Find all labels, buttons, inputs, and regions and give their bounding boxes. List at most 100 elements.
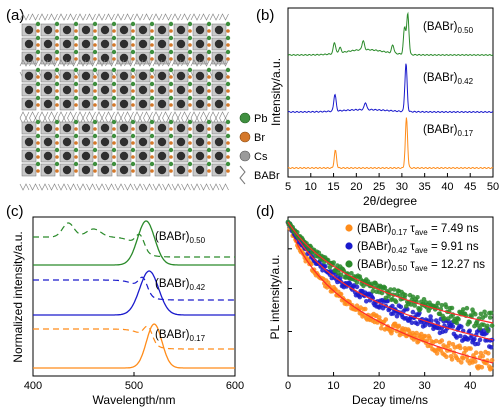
cs-atom: [195, 85, 205, 95]
pb-atom: [149, 49, 155, 55]
trpl-data-point: [363, 306, 368, 312]
cs-atom: [214, 71, 224, 81]
xrd-label-042: (BABr)0.42: [423, 72, 474, 86]
cs-atom: [119, 137, 129, 147]
absorption-series-line: [33, 325, 235, 350]
xrd-x-tick-label: 15: [327, 181, 339, 193]
cs-atom: [138, 71, 148, 81]
cs-atom: [119, 151, 129, 161]
cs-atom: [100, 85, 110, 95]
br-atom: [169, 103, 173, 107]
br-atom: [36, 103, 40, 107]
br-atom: [188, 89, 192, 93]
br-atom: [188, 155, 192, 159]
br-atom: [36, 127, 40, 131]
babr-chain-icon: [67, 183, 77, 191]
cs-atom: [62, 85, 72, 95]
br-atom: [207, 141, 211, 145]
pb-atom: [54, 81, 60, 87]
br-atom: [188, 103, 192, 107]
pb-atom: [35, 67, 41, 73]
trpl-data-point: [415, 321, 420, 327]
br-atom: [74, 75, 78, 79]
br-atom: [207, 43, 211, 47]
br-atom: [226, 43, 230, 47]
br-atom: [169, 141, 173, 145]
babr-chain-icon: [152, 59, 163, 67]
br-atom: [169, 29, 173, 33]
trpl-data-point: [487, 315, 493, 320]
br-atom: [74, 141, 78, 145]
trpl-x-tick-label: 20: [373, 380, 385, 392]
babr-chain-icon: [95, 111, 106, 119]
pb-atom: [187, 133, 193, 139]
pb-atom: [35, 35, 41, 41]
cs-atom: [100, 151, 110, 161]
trpl-data-point: [415, 295, 420, 300]
trpl-data-point: [489, 358, 495, 363]
babr-chain-icon: [86, 59, 96, 67]
cs-atom: [62, 137, 72, 147]
br-atom: [150, 43, 154, 47]
pb-atom: [168, 81, 174, 87]
br-atom: [188, 57, 192, 61]
br-atom: [36, 141, 40, 145]
pb-atom: [130, 147, 136, 153]
xrd-series-line: [287, 63, 494, 114]
trpl-data-point: [459, 324, 464, 330]
cs-atom: [62, 71, 72, 81]
trpl-data-point: [449, 357, 455, 362]
cs-atom: [24, 137, 34, 147]
cs-atom: [214, 123, 224, 133]
trpl-data-point: [370, 288, 376, 294]
pb-atom: [149, 133, 155, 139]
trpl-panel: 0 10 20 30 40 Decay time/ns PL intensity/a.u…: [268, 216, 495, 407]
trpl-data-point: [477, 337, 483, 343]
babr-chain-icon: [181, 13, 191, 21]
trpl-data-point: [473, 350, 479, 356]
xrd-plot-frame: [287, 7, 494, 178]
br-atom: [55, 57, 59, 61]
xrd-curves: [287, 11, 494, 170]
cs-atom: [24, 123, 34, 133]
pb-atom: [225, 133, 231, 139]
cs-atom: [62, 123, 72, 133]
cs-atom: [176, 151, 186, 161]
trpl-data-point: [354, 284, 360, 290]
pb-atom: [54, 133, 60, 139]
br-atom: [150, 169, 154, 173]
babr-chain-icon: [209, 117, 220, 125]
cs-atom: [100, 137, 110, 147]
pb-atom: [35, 119, 41, 125]
br-atom: [188, 141, 192, 145]
cs-atom: [43, 25, 53, 35]
babr-chain-icon: [95, 13, 106, 21]
legend-cs-label: Cs: [254, 151, 268, 163]
br-atom: [74, 57, 78, 61]
br-atom: [169, 155, 173, 159]
cs-atom: [157, 53, 167, 63]
cs-atom: [195, 39, 205, 49]
trpl-data-point: [475, 341, 481, 347]
babr-chain-icon: [48, 183, 58, 191]
babr-chain-icon: [38, 59, 49, 67]
pb-atom: [225, 95, 231, 101]
babr-chain-icon: [38, 111, 49, 119]
babr-chain-icon: [19, 183, 30, 191]
pl-label-050: (BABr)0.50: [155, 231, 206, 245]
pb-atom-icon: [239, 112, 251, 124]
babr-chain-icon: [57, 183, 68, 191]
pb-atom: [54, 21, 60, 27]
pb-atom: [130, 133, 136, 139]
pl-x-tick-label: 600: [226, 380, 244, 392]
pb-atom: [73, 67, 79, 73]
trpl-data-point: [383, 317, 389, 322]
br-atom: [131, 57, 135, 61]
xrd-x-axis-label: 2θ/degree: [363, 194, 417, 208]
br-atom: [226, 29, 230, 33]
cs-atom: [24, 71, 34, 81]
cs-atom: [138, 39, 148, 49]
br-atom: [55, 103, 59, 107]
trpl-data-point: [393, 299, 399, 305]
br-atom: [207, 103, 211, 107]
